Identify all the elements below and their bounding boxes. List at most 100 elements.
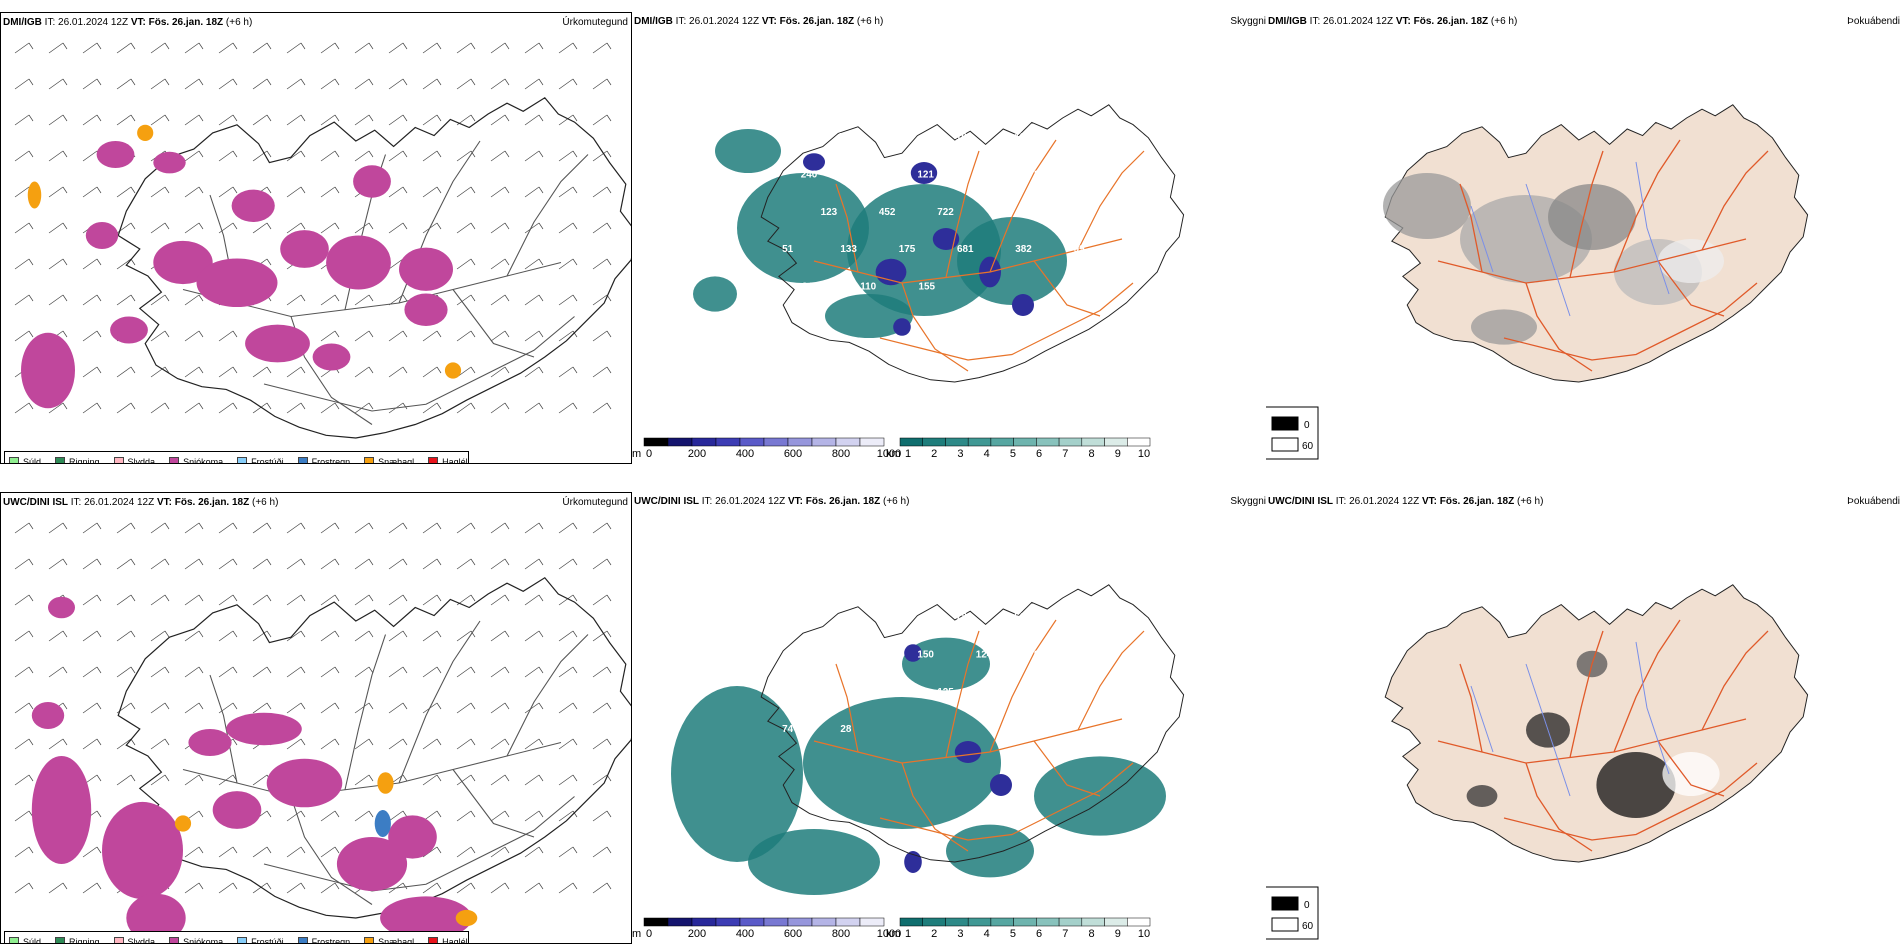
wind-barb [490, 522, 510, 534]
cloud-base-label: 97 [781, 132, 793, 143]
wind-barb [320, 114, 340, 126]
wind-barb [14, 402, 34, 414]
road-line [945, 630, 980, 758]
cloud-base-colorbar-cell [835, 437, 861, 447]
fog-legend-label: 60 [1302, 921, 1314, 932]
fog-area [1662, 752, 1720, 796]
wind-barb [354, 222, 374, 234]
visibility-tick: 7 [1062, 928, 1068, 940]
wind-barb [14, 666, 34, 678]
cloud-base-label: 24 [802, 282, 814, 293]
wind-barb [320, 294, 340, 306]
wind-barb [116, 42, 136, 54]
cloud-base-label: 991 [1034, 649, 1051, 660]
cloud-base-label: 49 [996, 687, 1008, 698]
snow-area [231, 189, 275, 222]
cloud-base-colorbar-cell [763, 917, 789, 927]
wind-barb [184, 42, 204, 54]
legend-swatch [9, 457, 19, 463]
wind-barb [48, 186, 68, 198]
wind-barb [320, 42, 340, 54]
wind-barb [48, 522, 68, 534]
wind-barb [252, 522, 272, 534]
snow-area [31, 756, 92, 864]
wind-barb [558, 594, 578, 606]
wind-barb [286, 114, 306, 126]
wind-barb [14, 150, 34, 162]
snow-area [388, 815, 437, 859]
snow-area [196, 258, 278, 308]
cloud-base-label: 77 [859, 169, 871, 180]
cloud-base-label: 121 [917, 169, 934, 180]
wind-barb [524, 186, 544, 198]
wind-barb [286, 78, 306, 90]
visibility-area [946, 824, 1034, 878]
wind-barb [456, 630, 476, 642]
wind-barb [252, 78, 272, 90]
wind-barb [14, 738, 34, 750]
cloud-base-tick: 800 [832, 928, 850, 940]
visibility-area [671, 686, 803, 862]
wind-barb [592, 150, 612, 162]
wind-barb [320, 738, 340, 750]
wind-barb [490, 222, 510, 234]
snow-area [336, 837, 408, 891]
wind-barb [354, 774, 374, 786]
cloud-base-colorbar-cell [811, 917, 837, 927]
iceland-land [1384, 584, 1809, 863]
wind-barb [218, 78, 238, 90]
wind-barb [354, 78, 374, 90]
wind-barb [82, 366, 102, 378]
legend-label: Haglél [442, 937, 468, 944]
cloud-base-area [904, 644, 922, 662]
legend-label: Frostúði [251, 937, 284, 944]
wind-barb [286, 522, 306, 534]
wind-barb [592, 882, 612, 894]
panel-header: UWC/DINI ISL IT: 26.01.2024 12Z VT: Fös.… [634, 496, 910, 507]
wind-barb [388, 114, 408, 126]
visibility-area [715, 129, 781, 173]
precip-legend: Súld Rigning Slydda Snjókoma Frostúði Frostre… [4, 931, 469, 944]
wind-barb [354, 294, 374, 306]
wind-barb [14, 294, 34, 306]
cloud-base-label: 722 [937, 207, 954, 218]
fog-area [1548, 184, 1636, 250]
fog-area [1471, 309, 1537, 345]
legend-swatch [297, 457, 308, 463]
wind-barb [524, 774, 544, 786]
legend-label: Slydda [127, 937, 156, 944]
wind-barb [184, 294, 204, 306]
wind-barb [320, 78, 340, 90]
wind-barb [422, 78, 442, 90]
wind-barb [218, 42, 238, 54]
visibility-colorbar-cell [967, 437, 992, 447]
cloud-base-label: 243 [1054, 207, 1071, 218]
fog-area [1466, 785, 1498, 807]
visibility-tick: 1 [905, 928, 911, 940]
wind-barb [592, 522, 612, 534]
cloud-base-colorbar-cell [859, 437, 885, 447]
wind-barb [150, 294, 170, 306]
iceland-outline [760, 104, 1185, 383]
wind-barb [456, 702, 476, 714]
wind-barb [48, 114, 68, 126]
wind-barb [82, 258, 102, 270]
wind-barb [150, 774, 170, 786]
legend-label: Rigning [69, 937, 100, 944]
visibility-colorbar-cell [945, 917, 969, 927]
wind-barb [184, 522, 204, 534]
visibility-unit: km [886, 928, 901, 940]
wind-barb [558, 522, 578, 534]
wind-barb [558, 738, 578, 750]
wind-barb [592, 774, 612, 786]
cloud-base-label: 138 [821, 687, 838, 698]
wind-barb [218, 222, 238, 234]
road-line [813, 718, 1123, 764]
wind-barb [184, 78, 204, 90]
legend-swatch [169, 937, 180, 943]
wind-barb [218, 702, 238, 714]
legend-label: Súld [23, 937, 42, 944]
wind-barb [490, 810, 510, 822]
wind-barb [524, 558, 544, 570]
wind-barb [184, 702, 204, 714]
